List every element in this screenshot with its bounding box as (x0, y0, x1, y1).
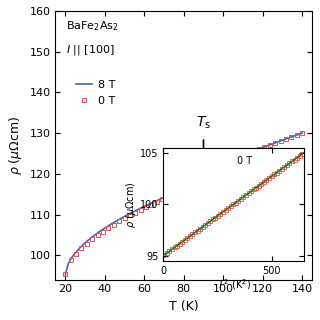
Y-axis label: $\rho$ ($\mu\Omega$cm): $\rho$ ($\mu\Omega$cm) (7, 116, 24, 175)
X-axis label: T (K): T (K) (169, 300, 199, 313)
Legend: 8 T, 0 T: 8 T, 0 T (71, 76, 120, 110)
Text: $T_\mathrm{s}$: $T_\mathrm{s}$ (196, 115, 211, 131)
Text: $I$ || [100]: $I$ || [100] (66, 43, 115, 57)
Text: BaFe$_2$As$_2$: BaFe$_2$As$_2$ (66, 19, 118, 33)
